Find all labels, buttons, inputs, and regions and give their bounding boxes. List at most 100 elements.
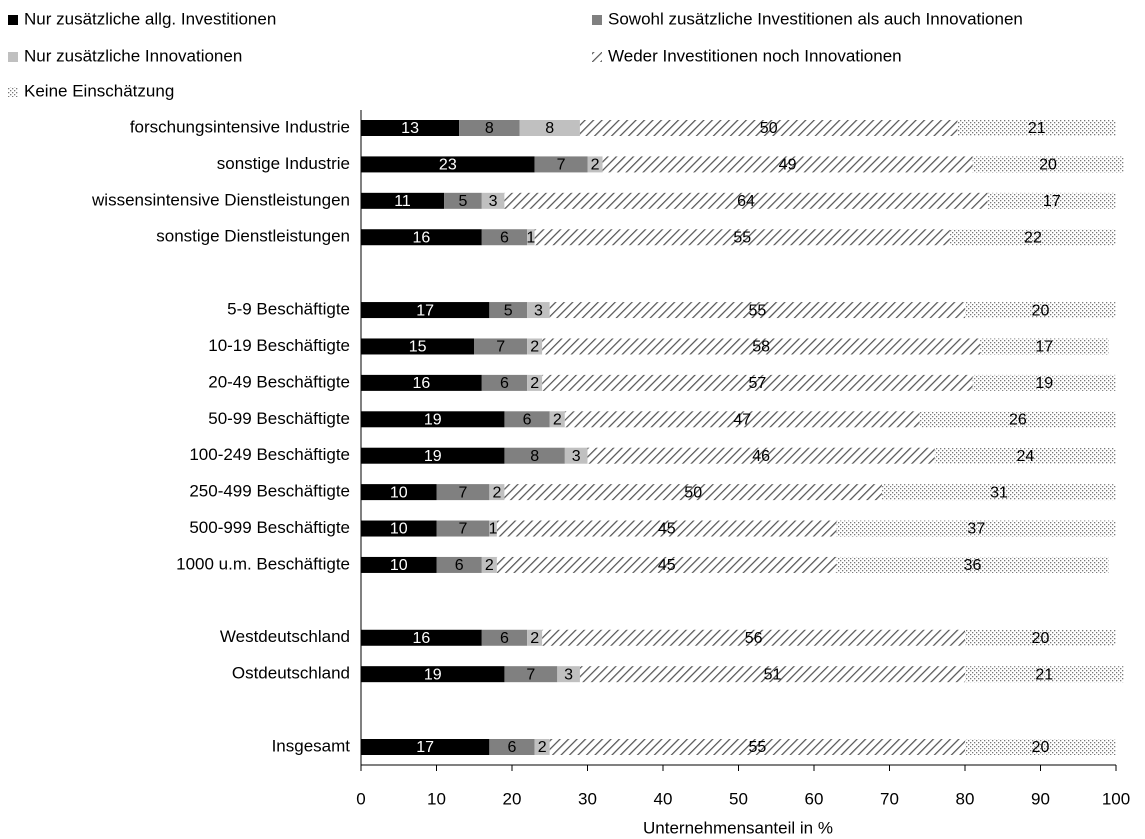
value-label: 17 [416, 739, 434, 756]
value-label: 8 [530, 448, 539, 465]
x-tick-label: 0 [356, 789, 365, 808]
bar-segment [361, 192, 445, 209]
legend-label: Keine Einschätzung [24, 81, 174, 100]
value-label: 16 [413, 229, 431, 246]
bar-segment [504, 411, 550, 428]
value-label: 37 [967, 521, 985, 538]
bar-segment [481, 629, 528, 646]
bar-segment [504, 484, 882, 501]
bar-segment [549, 302, 965, 319]
bar-segment [361, 666, 505, 683]
value-label: 55 [748, 302, 766, 319]
legend-swatch [8, 52, 18, 62]
value-label: 23 [439, 157, 457, 174]
value-label: 24 [1017, 448, 1035, 465]
value-label: 11 [394, 193, 411, 210]
bar-segment [534, 156, 588, 173]
value-label: 5 [458, 193, 467, 210]
value-label: 7 [496, 339, 505, 356]
value-label: 19 [424, 448, 442, 465]
legend-label: Sowohl zusätzliche Investitionen als auc… [608, 9, 1023, 28]
value-label: 6 [500, 375, 509, 392]
legend-swatch [592, 15, 602, 25]
bar-segment [919, 411, 1116, 428]
bar-segment [836, 520, 1116, 537]
value-label: 31 [990, 484, 1008, 501]
bar-segment [436, 520, 490, 537]
bar-segment [534, 229, 950, 246]
bar-segment [504, 666, 558, 683]
legend-label: Weder Investitionen noch Innovationen [608, 46, 902, 65]
bar-segment [361, 739, 490, 755]
y-tick-label: 20-49 Beschäftigte [208, 372, 350, 391]
bar-segment [444, 192, 482, 209]
x-tick-label: 10 [427, 789, 446, 808]
x-tick-label: 30 [578, 789, 597, 808]
bar-segment [527, 338, 543, 355]
value-label: 2 [492, 484, 501, 501]
value-label: 3 [564, 666, 573, 683]
bar-segment [361, 411, 505, 428]
value-label: 7 [557, 157, 566, 174]
value-label: 3 [489, 193, 498, 210]
value-label: 55 [733, 229, 751, 246]
bar-segment [534, 739, 550, 755]
value-label: 50 [760, 120, 778, 137]
legend-label: Nur zusätzliche Innovationen [24, 46, 242, 65]
bar-segment [474, 338, 528, 355]
bar-segment [361, 629, 482, 646]
value-label: 46 [752, 448, 770, 465]
bar-segment [436, 484, 490, 501]
bar-segment [481, 556, 497, 573]
x-tick-label: 20 [503, 789, 522, 808]
y-tick-label: 250-499 Beschäftigte [189, 482, 350, 501]
value-label: 49 [779, 157, 797, 174]
value-label: 7 [526, 666, 535, 683]
bar-segment [504, 447, 565, 464]
value-label: 3 [572, 448, 581, 465]
bar-segment [587, 156, 603, 173]
bar-segment [557, 666, 580, 683]
bar-segment [361, 229, 482, 246]
bar-segment [836, 556, 1109, 573]
value-label: 3 [534, 302, 543, 319]
value-label: 10 [390, 521, 408, 538]
value-label: 6 [500, 630, 509, 647]
value-label: 22 [1024, 229, 1042, 246]
value-label: 17 [1043, 193, 1061, 210]
x-tick-label: 40 [654, 789, 673, 808]
value-label: 21 [1028, 120, 1046, 137]
bar-segment [965, 739, 1116, 755]
x-tick-label: 50 [729, 789, 748, 808]
bar-segment [489, 302, 528, 319]
bar-segment [361, 556, 437, 573]
bar-segment [481, 374, 528, 391]
x-tick-label: 70 [880, 789, 899, 808]
legend-label: Nur zusätzliche allg. Investitionen [24, 9, 276, 28]
bar-segment [980, 338, 1109, 355]
legend-swatch [592, 52, 602, 62]
bar-segment [527, 229, 535, 246]
value-label: 2 [538, 739, 547, 756]
bar-segment [361, 338, 475, 355]
x-axis-title: Unternehmensanteil in % [643, 818, 833, 837]
value-label: 20 [1032, 630, 1050, 647]
value-label: 19 [424, 666, 442, 683]
value-label: 15 [409, 339, 427, 356]
value-label: 10 [390, 557, 408, 574]
value-label: 17 [1035, 339, 1053, 356]
bar-segment [361, 120, 460, 136]
y-tick-label: sonstige Industrie [217, 154, 350, 173]
bar-segment [579, 120, 958, 136]
bar-segment [436, 556, 482, 573]
y-tick-label: 50-99 Beschäftigte [208, 409, 350, 428]
bar-segment [361, 520, 437, 537]
x-tick-label: 60 [805, 789, 824, 808]
y-tick-label: Ostdeutschland [232, 664, 350, 683]
value-label: 6 [500, 229, 509, 246]
value-label: 45 [658, 521, 676, 538]
bar-segment [965, 629, 1116, 646]
bar-segment [542, 338, 981, 355]
bar-segment [527, 374, 543, 391]
bar-segment [496, 520, 837, 537]
